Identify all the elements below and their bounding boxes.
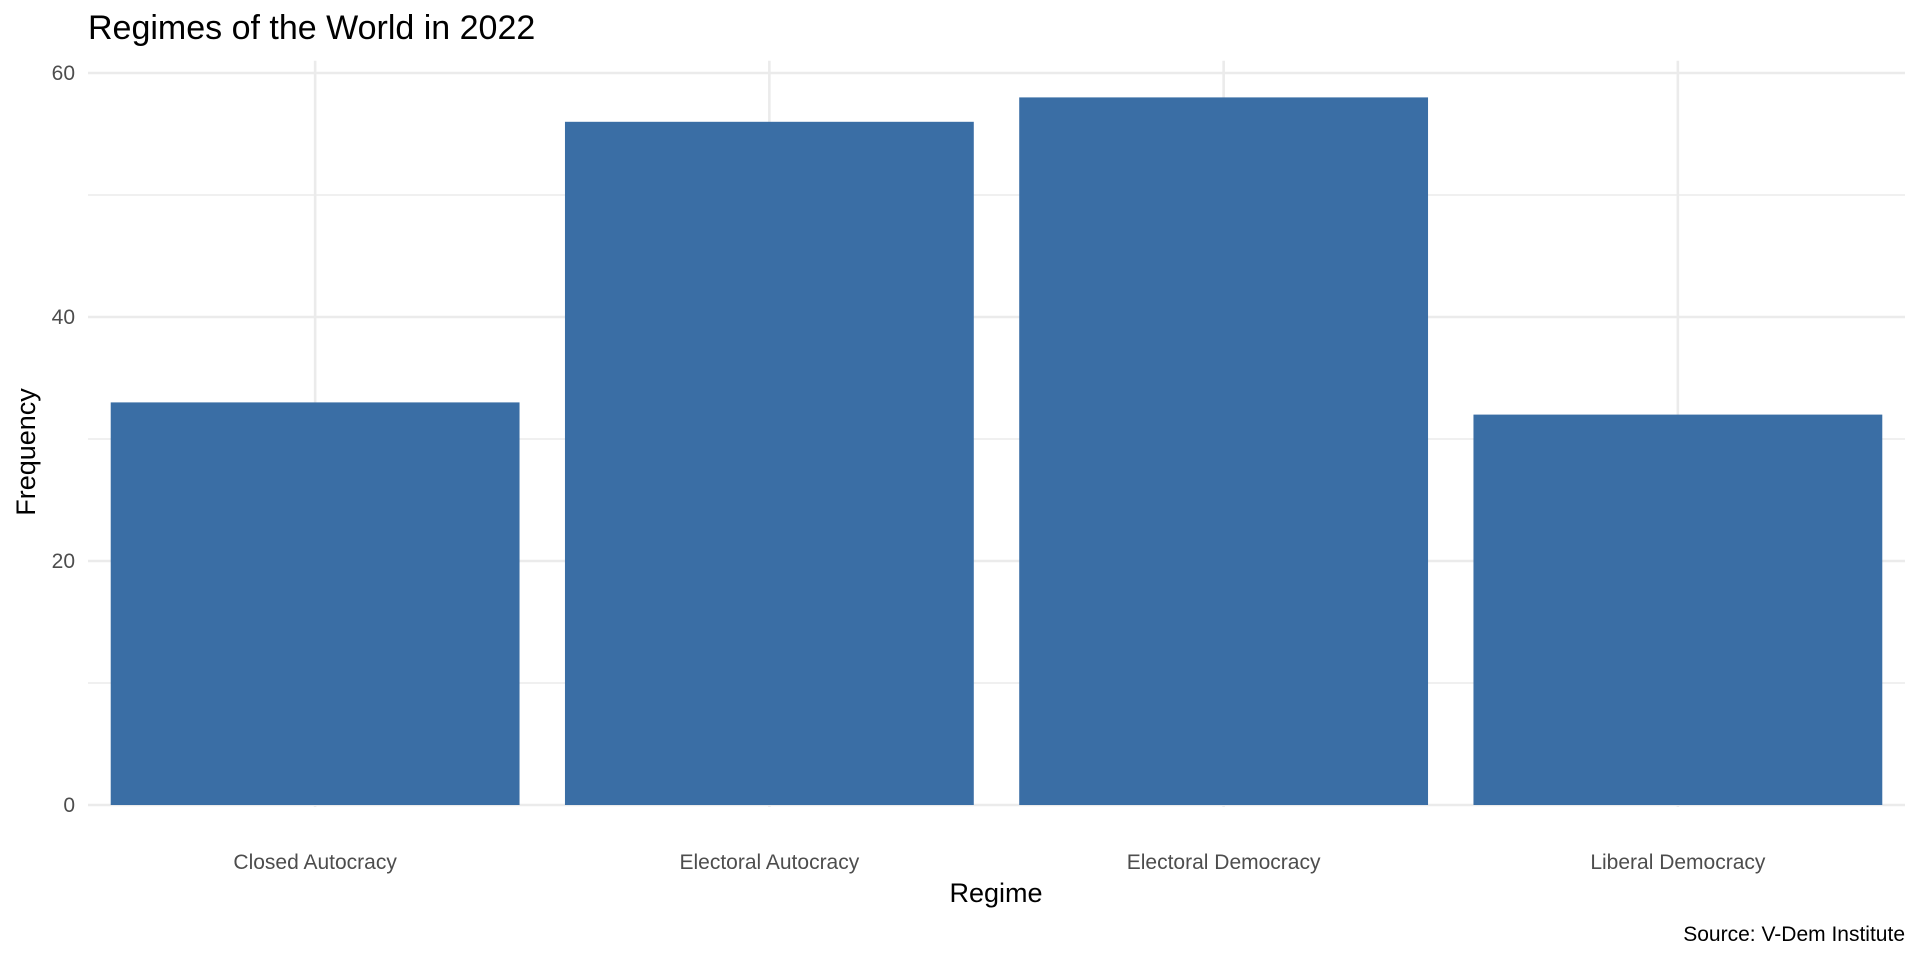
bars [110, 97, 1883, 806]
x-tick-label: Closed Autocracy [233, 851, 397, 874]
y-tick-label: 40 [52, 306, 75, 329]
bar [1473, 414, 1883, 805]
chart-title: Regimes of the World in 2022 [88, 9, 535, 47]
x-tick-label: Electoral Autocracy [679, 851, 859, 874]
x-axis-tick-labels: Closed Autocracy Electoral Autocracy Elect… [233, 851, 1765, 874]
bar [564, 121, 974, 806]
x-tick-label: Liberal Democracy [1590, 851, 1766, 874]
chart-caption: Source: V-Dem Institute [1683, 923, 1905, 946]
y-tick-label: 0 [63, 794, 75, 817]
x-tick-label: Electoral Democracy [1127, 851, 1321, 874]
bar [110, 402, 520, 805]
y-axis-tick-labels: 0 20 40 60 [52, 62, 75, 817]
y-tick-label: 60 [52, 62, 75, 85]
y-tick-label: 20 [52, 550, 75, 573]
x-axis-title: Regime [949, 878, 1042, 908]
bar [1019, 97, 1429, 805]
y-axis-title: Frequency [11, 388, 41, 516]
